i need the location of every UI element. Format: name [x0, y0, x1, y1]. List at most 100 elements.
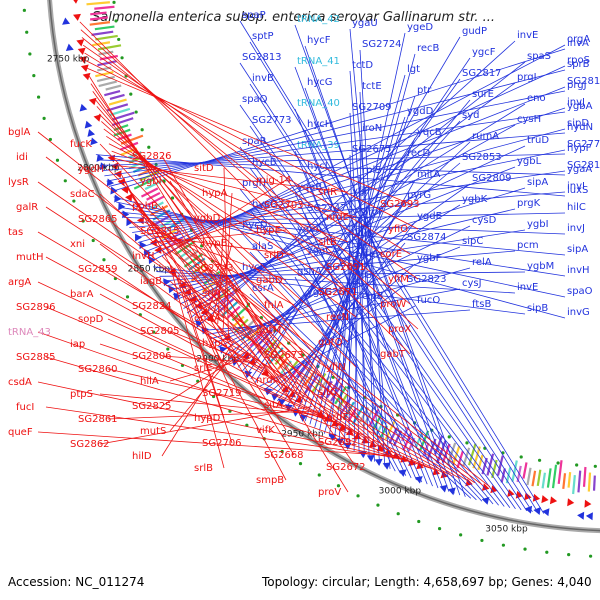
cog-feature: [592, 475, 596, 491]
forward-gene-label: invE: [517, 30, 538, 41]
reverse-gene-label: ygdH: [78, 164, 104, 175]
genome-summary: Topology: circular; Length: 4,658,697 bp…: [262, 575, 592, 589]
reverse-gene-label: queF: [8, 427, 33, 438]
forward-gene-leader: [153, 266, 526, 315]
kbp-dot: [55, 158, 60, 162]
forward-gene-label: pyrG: [407, 190, 431, 201]
reverse-gene-leader: [45, 156, 483, 486]
reverse-gene-leader: [120, 172, 287, 481]
forward-gene-leader: [134, 149, 566, 238]
forward-gene-label: spaS: [527, 51, 551, 62]
forward-gene-label: iroN: [362, 123, 382, 134]
reverse-gene-leader: [129, 194, 295, 406]
forward-gene-leader: [249, 251, 483, 502]
forward-gene-arrow: [139, 241, 147, 250]
forward-gene-leader: [113, 196, 566, 319]
reverse-gene-leader: [187, 287, 225, 369]
forward-gene-label: SG2853: [462, 152, 502, 163]
forward-gene-arrow: [414, 476, 423, 484]
reverse-gene-leader: [223, 167, 229, 336]
forward-gene-arrow: [65, 43, 74, 52]
reverse-gene-arrow: [507, 489, 515, 497]
forward-gene-arrow: [271, 393, 279, 401]
forward-gene-leader: [197, 40, 516, 327]
forward-gene-leader: [221, 204, 461, 352]
cog-feature: [109, 93, 125, 101]
cog-feature: [536, 469, 542, 487]
forward-gene-label: ptr: [417, 85, 432, 96]
forward-gene-arrow: [448, 487, 456, 496]
reverse-gene-leader: [107, 318, 346, 428]
reverse-gene-arrow: [440, 470, 449, 479]
forward-gene-label: hycG: [307, 77, 333, 88]
cog-feature: [147, 195, 165, 206]
cog-feature: [117, 133, 132, 141]
forward-gene-leader: [359, 133, 365, 457]
reverse-gene-label: hilA: [140, 376, 159, 387]
reverse-gene-label: ygbD: [194, 213, 221, 224]
reverse-gene-leader: [37, 181, 475, 484]
forward-gene-leader: [111, 48, 566, 193]
forward-gene-arrow: [585, 512, 593, 521]
forward-gene-label: SG2809: [472, 173, 512, 184]
reverse-gene-label: sitA: [264, 400, 283, 411]
forward-gene-label: yfjG: [352, 270, 372, 281]
reverse-gene-leader: [161, 351, 246, 407]
forward-gene-label: prgK: [517, 198, 541, 209]
forward-gene-label: yqaA: [297, 224, 322, 235]
reverse-gene-label: argA: [8, 277, 31, 288]
cog-feature: [94, 25, 115, 31]
reverse-gene-label: emrA: [194, 313, 221, 324]
map-title: Salmonella enterica subsp. enterica sero…: [92, 10, 495, 25]
reverse-gene-label: SG2885: [16, 352, 56, 363]
reverse-gene-leader: [99, 343, 339, 424]
kbp-label: 2950 kbp: [281, 429, 324, 439]
reverse-gene-leader: [99, 193, 380, 447]
kbp-dot: [25, 30, 29, 34]
forward-gene-label: ygaA: [567, 164, 592, 175]
forward-gene-label: invG: [567, 307, 590, 318]
forward-gene-label: surE: [472, 89, 494, 100]
forward-gene-label: hypF: [567, 143, 592, 154]
forward-gene-label: hycH: [307, 119, 332, 130]
cog-feature: [104, 89, 121, 97]
forward-gene-arrow: [524, 505, 533, 514]
cog-feature: [146, 191, 161, 201]
reverse-gene-label: lysR: [8, 177, 29, 188]
forward-gene-label: sipD: [567, 118, 589, 129]
reverse-gene-label: srlR: [318, 187, 337, 198]
reverse-gene-label: mutS: [140, 426, 166, 437]
kbp-dot: [575, 463, 579, 467]
forward-gene-leader: [239, 188, 499, 506]
cog-feature: [477, 454, 484, 471]
reverse-gene-arrow: [338, 423, 347, 431]
cog-feature: [496, 455, 504, 476]
cog-feature: [326, 378, 341, 399]
reverse-gene-label: yfiO: [388, 224, 408, 235]
cog-feature: [232, 315, 245, 328]
kbp-dot: [465, 441, 469, 445]
reverse-gene-arrow: [549, 496, 558, 505]
reverse-gene-label: SG2691: [326, 262, 366, 273]
forward-gene-label: invA: [567, 38, 589, 49]
forward-gene-arrow: [135, 233, 142, 242]
cog-feature: [182, 249, 200, 263]
forward-gene-label: hycE: [242, 262, 266, 273]
reverse-gene-label: fhlA: [264, 300, 284, 311]
forward-gene-label: invJ: [567, 97, 585, 108]
cog-feature: [249, 331, 264, 347]
kbp-dot: [376, 503, 380, 507]
reverse-gene-label: SG2859: [78, 264, 118, 275]
forward-gene-label: syd: [462, 110, 479, 121]
reverse-gene-label: ygbI: [140, 176, 162, 187]
forward-gene-leader: [323, 301, 361, 434]
cog-feature: [587, 472, 592, 492]
forward-gene-leader: [121, 211, 566, 256]
reverse-gene-leader: [197, 299, 225, 319]
kbp-label: 2850 kbp: [128, 265, 171, 275]
kbp-dot: [280, 449, 284, 454]
forward-gene-label: ftsB: [472, 299, 491, 310]
cog-feature: [89, 21, 111, 26]
reverse-gene-label: SG2824: [132, 301, 172, 312]
reverse-gene-leader: [37, 431, 401, 457]
